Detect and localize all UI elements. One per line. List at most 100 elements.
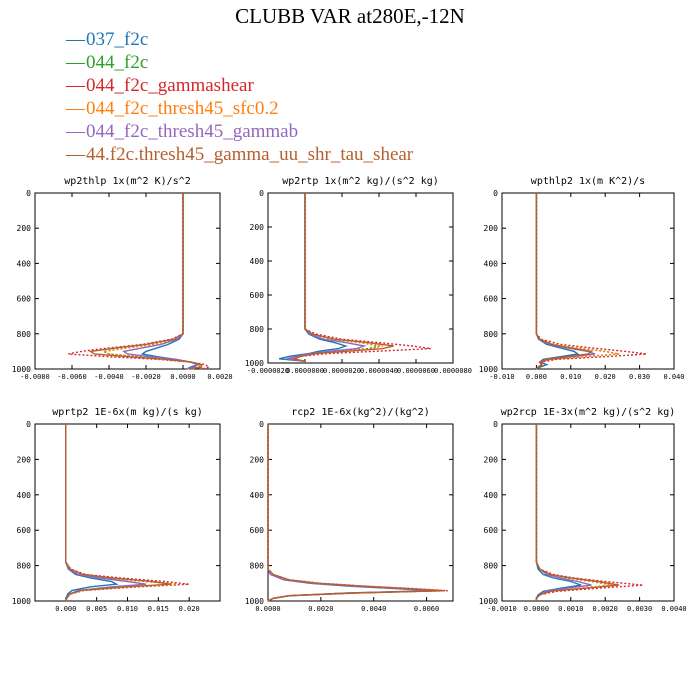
y-tick-label: 400 (17, 259, 32, 268)
legend-swatch: — (66, 29, 85, 50)
x-tick-label: -0.0020 (131, 373, 161, 381)
series-line (286, 193, 367, 363)
legend-swatch: — (66, 98, 85, 119)
x-tick-label: 0.0000080 (434, 367, 472, 375)
x-tick-label: -0.0040 (94, 373, 124, 381)
legend-item: —044_f2c_gammashear (66, 74, 413, 97)
x-tick-label: 0.010 (560, 373, 581, 381)
y-tick-label: 200 (484, 224, 499, 233)
y-tick-label: 1000 (12, 365, 31, 374)
x-tick-label: 0.0000000 (286, 367, 324, 375)
y-tick-label: 200 (250, 223, 265, 232)
x-tick-label: 0.0000 (524, 605, 549, 613)
legend-item: —44.f2c.thresh45_gamma_uu_shr_tau_shear (66, 143, 413, 166)
panel-title: wp2rtp 1x(m^2 kg)/(s^2 kg) (282, 176, 439, 187)
series-line (535, 193, 647, 370)
series-line (267, 424, 438, 602)
y-tick-label: 800 (17, 330, 32, 339)
series-line (267, 424, 446, 602)
x-tick-label: 0.0020 (207, 373, 232, 381)
y-tick-label: 200 (250, 455, 265, 464)
series-line (88, 193, 203, 370)
plot-frame (34, 192, 221, 370)
series-line (140, 193, 200, 370)
series-line (122, 193, 200, 370)
legend-swatch: — (66, 144, 85, 165)
y-tick-label: 400 (17, 491, 32, 500)
legend-item: —037_f2c (66, 28, 413, 51)
legend-item: —044_f2c_thresh45_sfc0.2 (66, 97, 413, 120)
x-tick-label: 0.005 (86, 605, 107, 613)
plot-frame (501, 192, 675, 370)
x-tick-label: 0.000 (55, 605, 76, 613)
x-tick-label: 0.0040 (361, 605, 386, 613)
y-tick-label: 800 (250, 325, 265, 334)
y-tick-label: 200 (17, 224, 32, 233)
x-tick-label: 0.0020 (308, 605, 333, 613)
series-line (291, 193, 394, 363)
panel-title: wp2thlp 1x(m^2 K)/s^2 (64, 176, 190, 187)
y-tick-label: 400 (250, 257, 265, 266)
x-tick-label: 0.0000 (170, 373, 195, 381)
legend-swatch: — (66, 52, 85, 73)
x-tick-label: 0.0030 (627, 605, 652, 613)
y-tick-label: 400 (484, 259, 499, 268)
legend-label: 044_f2c (86, 52, 149, 73)
figure-title: CLUBB VAR at280E,-12N (235, 4, 465, 28)
y-tick-label: 400 (484, 491, 499, 500)
legend-swatch: — (66, 75, 85, 96)
y-tick-label: 600 (250, 291, 265, 300)
series-line (65, 424, 147, 602)
y-tick-label: 800 (250, 562, 265, 571)
x-tick-label: -0.0060 (57, 373, 87, 381)
x-tick-label: 0.040 (663, 373, 684, 381)
y-tick-label: 0 (493, 189, 498, 198)
series-line (267, 424, 443, 602)
y-tick-label: 800 (17, 562, 32, 571)
y-tick-label: 800 (484, 562, 499, 571)
y-tick-label: 0 (26, 189, 31, 198)
legend: —037_f2c —044_f2c —044_f2c_gammashear —0… (66, 28, 413, 166)
series-line (65, 424, 171, 602)
panel-title: wp2rcp 1E-3x(m^2 kg)/(s^2 kg) (501, 407, 676, 418)
panel-title: wpthlp2 1x(m K^2)/s (531, 176, 645, 187)
y-tick-label: 0 (493, 420, 498, 429)
legend-label: 044_f2c_thresh45_gammab (86, 121, 299, 142)
legend-label: 44.f2c.thresh45_gamma_uu_shr_tau_shear (86, 144, 414, 165)
y-tick-label: 600 (17, 295, 32, 304)
x-tick-label: -0.010 (489, 373, 514, 381)
series-line (267, 424, 432, 602)
legend-label: 037_f2c (86, 29, 149, 50)
series-line (535, 424, 620, 601)
plot-frame (501, 423, 675, 602)
x-tick-label: 0.015 (148, 605, 169, 613)
x-tick-label: -0.0000020 (247, 367, 289, 375)
panel-title: wprtp2 1E-6x(m kg)/(s kg) (52, 407, 203, 418)
y-tick-label: 1000 (479, 597, 498, 606)
y-tick-label: 1000 (245, 359, 264, 368)
series-line (267, 424, 443, 602)
plot-frame (267, 423, 454, 602)
x-tick-label: -0.0010 (487, 605, 517, 613)
y-tick-label: 0 (26, 420, 31, 429)
x-tick-label: 0.0020 (593, 605, 618, 613)
plot-frame (34, 423, 221, 602)
x-tick-label: 0.020 (595, 373, 616, 381)
y-tick-label: 800 (484, 330, 499, 339)
legend-item: —044_f2c (66, 51, 413, 74)
y-tick-label: 0 (259, 420, 264, 429)
panel-title: rcp2 1E-6x(kg^2)/(kg^2) (291, 407, 429, 418)
y-tick-label: 0 (259, 189, 264, 198)
y-tick-label: 1000 (479, 365, 498, 374)
x-tick-label: 0.0000040 (360, 367, 398, 375)
x-tick-label: -0.0080 (20, 373, 50, 381)
legend-label: 044_f2c_thresh45_sfc0.2 (86, 98, 279, 119)
series-line (68, 193, 211, 370)
y-tick-label: 1000 (245, 597, 264, 606)
series-line (535, 193, 596, 370)
x-tick-label: 0.010 (117, 605, 138, 613)
y-tick-label: 200 (17, 455, 32, 464)
legend-label: 044_f2c_gammashear (86, 75, 254, 96)
y-tick-label: 600 (250, 526, 265, 535)
